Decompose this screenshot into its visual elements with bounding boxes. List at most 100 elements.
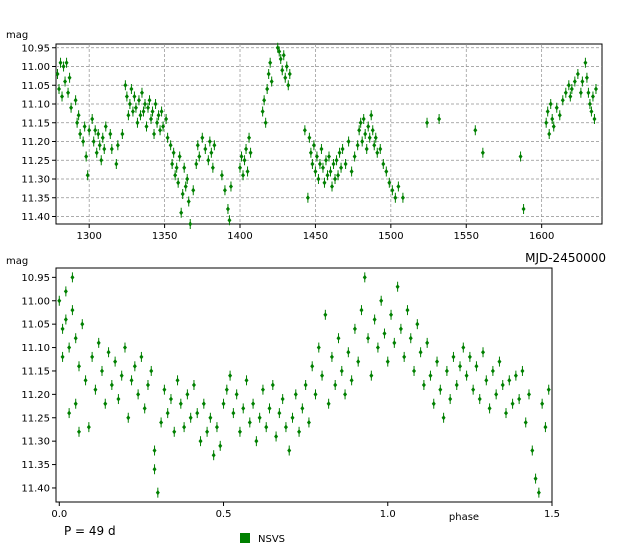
point-marker: [287, 447, 292, 454]
data-point: [372, 140, 377, 151]
data-point: [247, 132, 252, 143]
y-tick-label: 11.25: [21, 413, 50, 424]
point-marker: [402, 354, 407, 360]
point-marker: [225, 206, 230, 212]
data-point: [513, 370, 518, 381]
data-point: [55, 69, 60, 79]
x-tick-label: 1.0: [380, 509, 396, 520]
point-marker: [270, 382, 275, 388]
data-point: [146, 102, 151, 113]
point-marker: [372, 142, 377, 148]
point-marker: [251, 401, 256, 407]
point-marker: [438, 387, 443, 393]
data-point: [150, 106, 155, 117]
point-marker: [477, 396, 482, 402]
data-point: [405, 305, 410, 316]
point-marker: [264, 424, 269, 430]
data-point: [70, 305, 75, 316]
data-point: [592, 114, 597, 124]
data-point: [260, 384, 265, 395]
point-marker: [464, 373, 469, 379]
data-point: [165, 408, 170, 419]
data-point: [96, 337, 101, 348]
point-marker: [461, 344, 466, 351]
data-point: [375, 342, 380, 353]
data-point: [283, 72, 288, 83]
time-series-y-axis-label: mag: [6, 30, 28, 41]
point-marker: [206, 157, 211, 163]
point-marker: [314, 153, 319, 160]
point-marker: [57, 86, 62, 92]
data-point: [352, 323, 357, 334]
point-marker: [327, 153, 331, 160]
point-marker: [375, 344, 380, 351]
point-marker: [155, 120, 160, 126]
point-marker: [224, 387, 229, 393]
point-marker: [146, 105, 151, 111]
point-marker: [580, 78, 585, 85]
point-marker: [155, 490, 160, 496]
data-point: [313, 166, 318, 177]
data-point: [280, 65, 285, 76]
data-point: [322, 177, 327, 188]
point-marker: [336, 335, 341, 341]
data-point: [590, 91, 595, 102]
data-point: [373, 132, 378, 143]
data-point: [530, 445, 535, 456]
point-marker: [523, 419, 528, 426]
point-marker: [66, 90, 71, 96]
point-marker: [119, 373, 124, 379]
y-tick-label: 10.95: [21, 273, 50, 284]
data-point: [158, 125, 163, 136]
point-marker: [100, 135, 105, 141]
point-marker: [352, 153, 357, 160]
point-marker: [290, 415, 295, 421]
data-point: [222, 185, 227, 196]
point-marker: [70, 307, 75, 313]
point-marker: [366, 335, 371, 341]
data-point: [372, 314, 377, 325]
data-point: [194, 159, 199, 169]
data-point: [575, 69, 580, 79]
data-point: [507, 375, 512, 386]
data-point: [586, 87, 591, 98]
point-marker: [70, 274, 75, 280]
data-point: [340, 144, 345, 154]
data-point: [467, 351, 472, 362]
point-marker: [569, 86, 574, 92]
data-point: [152, 464, 157, 475]
data-point: [540, 398, 545, 409]
point-marker: [408, 335, 413, 341]
point-marker: [144, 123, 149, 130]
data-point: [73, 398, 78, 409]
data-point: [97, 140, 102, 151]
data-point: [269, 76, 274, 87]
point-marker: [278, 56, 283, 62]
data-point: [57, 295, 62, 306]
point-marker: [551, 123, 556, 130]
data-point: [179, 207, 184, 218]
data-point: [471, 384, 476, 395]
point-marker: [149, 368, 154, 374]
data-point: [67, 72, 72, 83]
data-point: [359, 305, 364, 316]
data-point: [584, 72, 589, 83]
data-point: [152, 129, 157, 139]
data-point: [64, 57, 69, 68]
point-marker: [188, 415, 193, 421]
data-point: [224, 384, 229, 395]
data-point: [130, 106, 135, 117]
data-point: [116, 394, 121, 405]
data-point: [355, 140, 360, 151]
data-point: [57, 84, 62, 94]
data-point: [510, 398, 515, 409]
data-point: [572, 76, 577, 87]
data-point: [109, 380, 114, 390]
data-point: [155, 117, 160, 128]
data-point: [228, 181, 233, 192]
point-marker: [393, 195, 398, 201]
data-point: [314, 151, 319, 162]
data-point: [113, 356, 118, 367]
point-marker: [340, 146, 345, 152]
point-marker: [572, 78, 577, 85]
